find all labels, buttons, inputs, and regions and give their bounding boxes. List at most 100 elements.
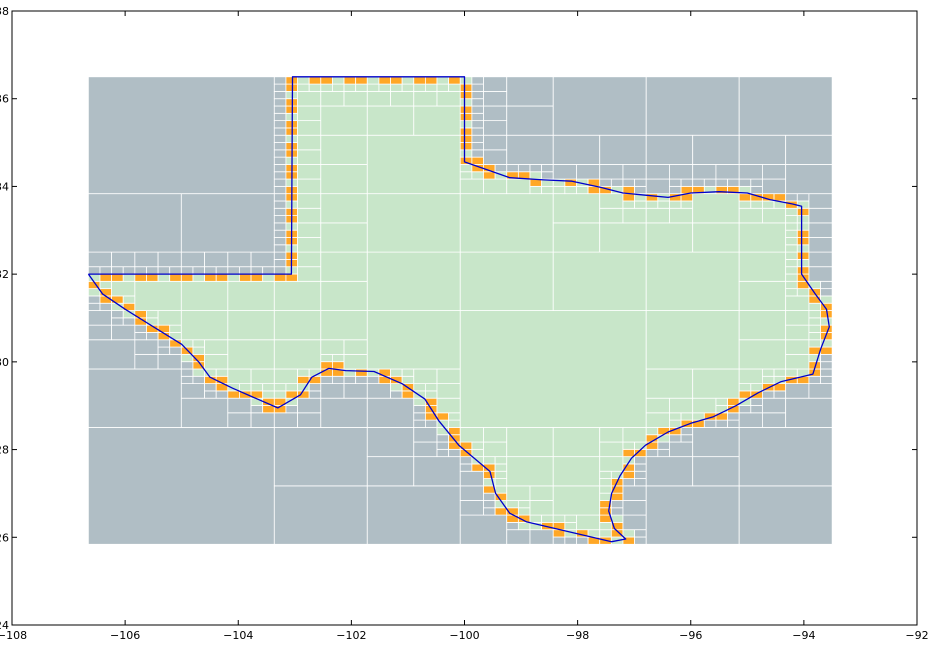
outside-cell — [87, 251, 113, 268]
boundary-cell — [239, 273, 252, 282]
inside-cell — [599, 470, 612, 479]
boundary-cell — [297, 390, 310, 399]
inside-cell — [599, 193, 624, 209]
boundary-cell — [459, 112, 473, 122]
outside-cell — [645, 134, 694, 165]
x-tick-label: −100 — [449, 629, 479, 642]
y-tick-label: 24 — [0, 619, 9, 632]
outside-cell — [622, 485, 647, 501]
inside-cell — [645, 412, 670, 428]
outside-cell — [204, 266, 217, 275]
outside-cell — [134, 339, 159, 355]
inside-cell — [390, 90, 415, 107]
inside-cell — [552, 193, 601, 224]
inside-cell — [808, 302, 821, 311]
outside-cell — [738, 485, 833, 545]
inside-cell — [483, 427, 508, 443]
inside-cell — [785, 215, 798, 224]
boundary-cell — [366, 76, 380, 85]
inside-cell — [599, 521, 612, 531]
outside-cell — [517, 164, 531, 173]
outside-cell — [459, 485, 484, 501]
outside-cell — [204, 383, 217, 392]
outside-cell — [87, 427, 275, 545]
boundary-cell — [204, 273, 217, 282]
inside-cell — [541, 514, 554, 523]
outside-cell — [413, 456, 461, 487]
inside-cell — [459, 171, 473, 180]
boundary-cell — [111, 273, 124, 282]
inside-cell — [529, 514, 543, 523]
outside-cell — [436, 434, 450, 443]
boundary-cell — [622, 193, 635, 202]
boundary-cell — [459, 142, 473, 151]
inside-cell — [273, 280, 322, 311]
inside-cell — [785, 324, 810, 341]
outside-cell — [134, 251, 159, 268]
outside-cell — [320, 383, 345, 399]
inside-cell — [785, 237, 798, 246]
inside-cell — [669, 412, 682, 421]
boundary-cell — [192, 368, 205, 377]
outside-cell — [459, 463, 473, 472]
inside-cell — [738, 368, 763, 384]
inside-cell — [785, 295, 810, 311]
grid-cells-layer — [87, 76, 833, 545]
inside-cell — [436, 397, 461, 414]
inside-cell — [320, 310, 368, 341]
outside-cell — [262, 266, 275, 275]
boundary-cell — [820, 346, 833, 355]
outside-cell — [239, 266, 252, 275]
outside-cell — [820, 353, 833, 363]
outside-cell — [506, 164, 519, 173]
outside-cell — [436, 448, 450, 458]
boundary-cell — [134, 273, 147, 282]
inside-cell — [297, 149, 322, 165]
outside-cell — [146, 332, 159, 341]
outside-cell — [692, 178, 705, 187]
boundary-cell — [146, 273, 159, 282]
inside-cell — [785, 244, 798, 253]
outside-cell — [622, 478, 635, 487]
inside-cell — [762, 200, 775, 209]
x-tick-label: −106 — [110, 629, 140, 642]
outside-cell — [227, 251, 252, 268]
inside-cell — [424, 83, 438, 92]
boundary-cell — [285, 83, 298, 92]
outside-cell — [134, 332, 147, 341]
boundary-cell — [459, 83, 473, 92]
inside-cell — [715, 397, 728, 406]
outside-cell — [99, 266, 113, 275]
inside-cell — [552, 427, 601, 458]
outside-cell — [506, 76, 554, 107]
outside-cell — [762, 390, 775, 399]
outside-cell — [808, 251, 833, 268]
boundary-cell — [262, 405, 275, 414]
boundary-cell — [413, 397, 426, 406]
inside-cell — [808, 324, 821, 333]
boundary-cell — [459, 98, 473, 107]
outside-cell — [669, 164, 694, 180]
inside-cell — [738, 310, 787, 341]
outside-cell — [762, 164, 787, 180]
inside-cell — [738, 280, 787, 311]
outside-cell — [483, 105, 508, 122]
inside-cell — [808, 332, 821, 341]
outside-cell — [308, 390, 322, 399]
outside-cell — [273, 120, 287, 129]
inside-cell — [506, 427, 554, 458]
inside-cell — [262, 383, 275, 392]
outside-cell — [552, 134, 601, 165]
boundary-cell — [413, 76, 426, 85]
outside-cell — [715, 178, 728, 187]
outside-cell — [808, 193, 833, 209]
inside-cell — [273, 390, 287, 399]
outside-cell — [785, 383, 810, 399]
boundary-cell — [587, 529, 601, 538]
boundary-cell — [622, 470, 635, 479]
inside-cell — [273, 368, 298, 384]
inside-cell — [564, 514, 577, 523]
outside-cell — [180, 383, 205, 399]
outside-cell — [738, 412, 763, 428]
inside-cell — [669, 200, 682, 209]
